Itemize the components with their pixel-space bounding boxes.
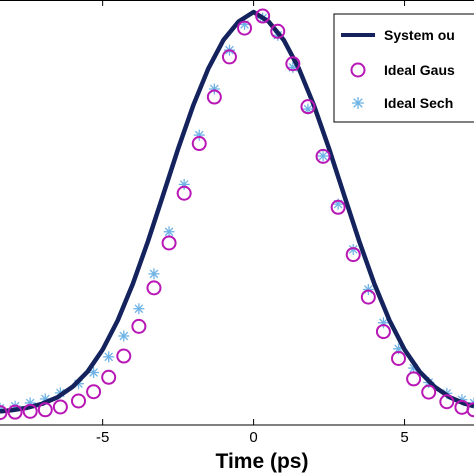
gaussian-point [70, 393, 86, 409]
gaussian-point [285, 56, 301, 72]
gaussian-point [161, 235, 177, 251]
gaussian-point [300, 99, 316, 115]
gaussian-point [270, 23, 286, 39]
gaussian-point [176, 185, 192, 201]
legend: System ou Ideal Gaus Ideal Sech [333, 13, 474, 123]
legend-swatch-ideal-sech [352, 97, 364, 109]
x-tick-labels: -5 0 5 [96, 429, 409, 446]
gaussian-point [237, 20, 253, 36]
gaussian-point [439, 394, 455, 410]
legend-swatch-ideal-gaussian [350, 62, 366, 78]
series-system-output-line [0, 9, 474, 414]
sech-point [118, 330, 130, 342]
gaussian-point [206, 89, 222, 105]
gaussian-point [116, 348, 132, 364]
legend-label-ideal-gaussian: Ideal Gaus [384, 62, 455, 78]
gaussian-point [101, 369, 117, 385]
gaussian-point [330, 199, 346, 215]
gaussian-point [391, 350, 407, 366]
sech-point [103, 351, 115, 363]
axis-layer [0, 0, 474, 426]
gaussian-point [86, 384, 102, 400]
gaussian-point [360, 289, 376, 305]
gaussian-point [315, 148, 331, 164]
sech-point [362, 283, 374, 295]
gaussian-point [7, 404, 23, 420]
legend-label-ideal-sech: Ideal Sech [384, 95, 453, 111]
gaussian-point [0, 405, 8, 421]
gaussian-point [146, 280, 162, 296]
sech-point [317, 150, 329, 162]
x-tick-label: -5 [96, 429, 109, 446]
gaussian-point [221, 49, 237, 65]
sech-point [148, 268, 160, 280]
gaussian-point [345, 247, 361, 263]
gaussian-point [466, 402, 474, 418]
x-tick-label: 0 [249, 429, 257, 446]
legend-star-glyph [352, 97, 364, 109]
gaussian-point [37, 402, 53, 418]
gaussian-point [191, 136, 207, 152]
gaussian-point [22, 403, 38, 419]
sech-point [347, 243, 359, 255]
gaussian-point [131, 318, 147, 334]
x-tick-label: 5 [400, 429, 408, 446]
gaussian-point [421, 384, 437, 400]
gaussian-point [406, 371, 422, 387]
series-layer [0, 8, 474, 421]
legend-label-system-output: System ou [384, 27, 455, 43]
gaussian-point [52, 399, 68, 415]
series-ideal-gaussian [0, 8, 474, 421]
x-axis-title: Time (ps) [216, 450, 309, 473]
sech-point [133, 303, 145, 315]
gaussian-point [255, 8, 271, 24]
gaussian-point [375, 324, 391, 340]
sech-point [163, 226, 175, 238]
